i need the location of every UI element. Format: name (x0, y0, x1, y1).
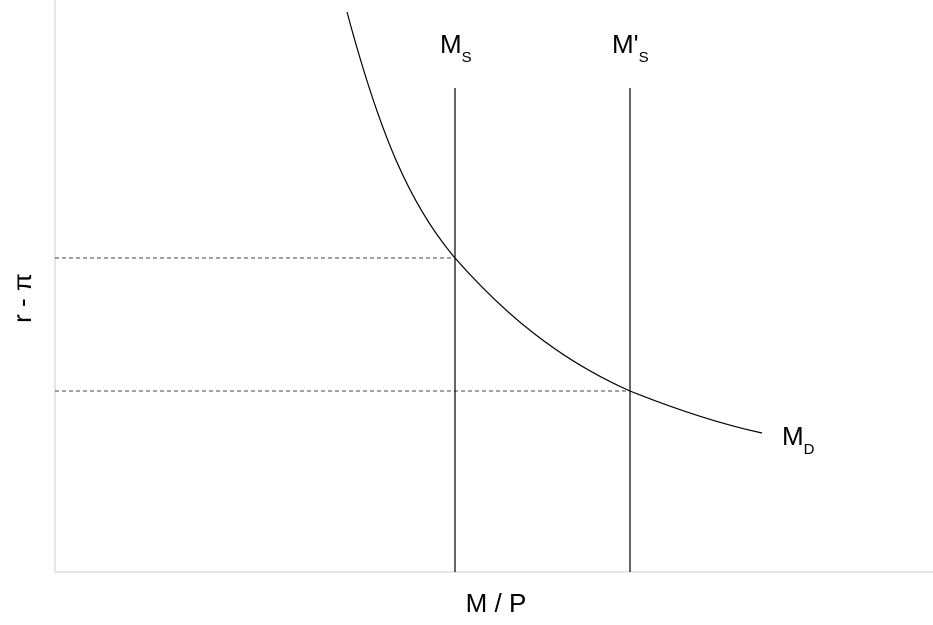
y-axis-title: r - π (7, 273, 37, 323)
money-supply-label: MS (440, 29, 472, 66)
money-supply-shifted-label: M'S (612, 29, 649, 66)
money-demand-curve (346, 11, 763, 434)
money-demand-label: MD (782, 421, 815, 458)
x-axis-title: M / P (466, 588, 527, 618)
